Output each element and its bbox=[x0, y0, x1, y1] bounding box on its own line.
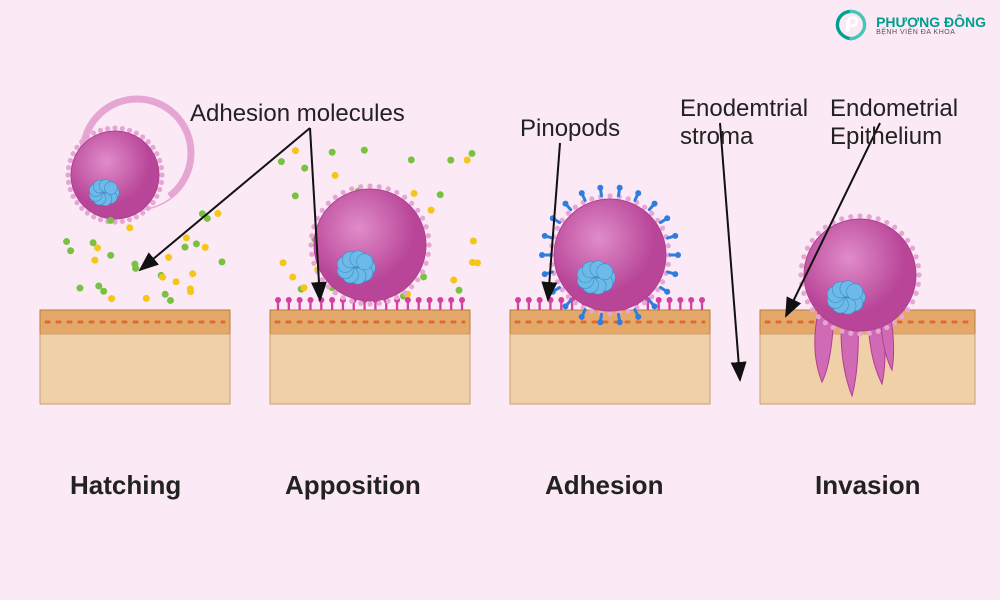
note-endometrial-stroma: Enodemtrial stroma bbox=[680, 95, 808, 151]
note-pinopods: Pinopods bbox=[520, 115, 620, 143]
note-adhesion-molecules: Adhesion molecules bbox=[190, 100, 405, 128]
stage-label-adhesion: Adhesion bbox=[545, 470, 663, 501]
stage-label-invasion: Invasion bbox=[815, 470, 920, 501]
stage-label-hatching: Hatching bbox=[70, 470, 181, 501]
diagram-svg bbox=[0, 0, 1000, 600]
diagram-frame: PHƯƠNG ĐÔNG BỆNH VIỆN ĐA KHOA Hatching A… bbox=[0, 0, 1000, 600]
stage-label-apposition: Apposition bbox=[285, 470, 421, 501]
note-endometrial-epithelium: Endometrial Epithelium bbox=[830, 95, 958, 151]
